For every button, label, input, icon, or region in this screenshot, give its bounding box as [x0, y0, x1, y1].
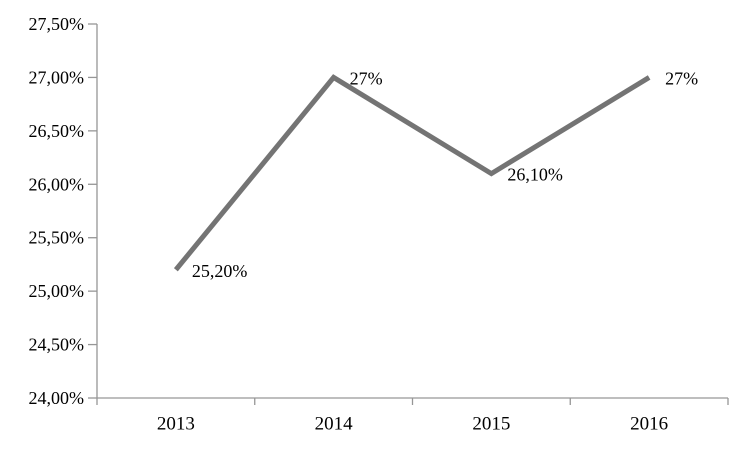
x-category-label: 2013: [157, 414, 195, 435]
series-group: [173, 74, 651, 272]
y-tick-label: 25,00%: [29, 281, 85, 301]
x-category-label: 2016: [630, 414, 668, 435]
x-category-label: 2015: [472, 414, 510, 435]
y-tick-label: 27,50%: [29, 14, 85, 34]
labels-group: 27,50% 27,00% 26,50% 26,00% 25,50% 25,00% 24,5…: [29, 14, 699, 435]
y-tick-label: 26,00%: [29, 174, 85, 194]
data-label: 26,10%: [507, 165, 563, 185]
y-tick-label: 24,50%: [29, 335, 85, 355]
data-label: 27%: [350, 68, 383, 88]
axes-group: [88, 23, 729, 405]
y-tick-label: 26,50%: [29, 121, 85, 141]
y-tick-label: 25,50%: [29, 228, 85, 248]
data-label: 27%: [665, 68, 698, 88]
x-category-label: 2014: [315, 414, 354, 435]
y-tick-label: 24,00%: [29, 388, 85, 408]
y-tick-label: 27,00%: [29, 67, 85, 87]
series-line: [173, 74, 651, 272]
data-label: 25,20%: [192, 261, 248, 281]
